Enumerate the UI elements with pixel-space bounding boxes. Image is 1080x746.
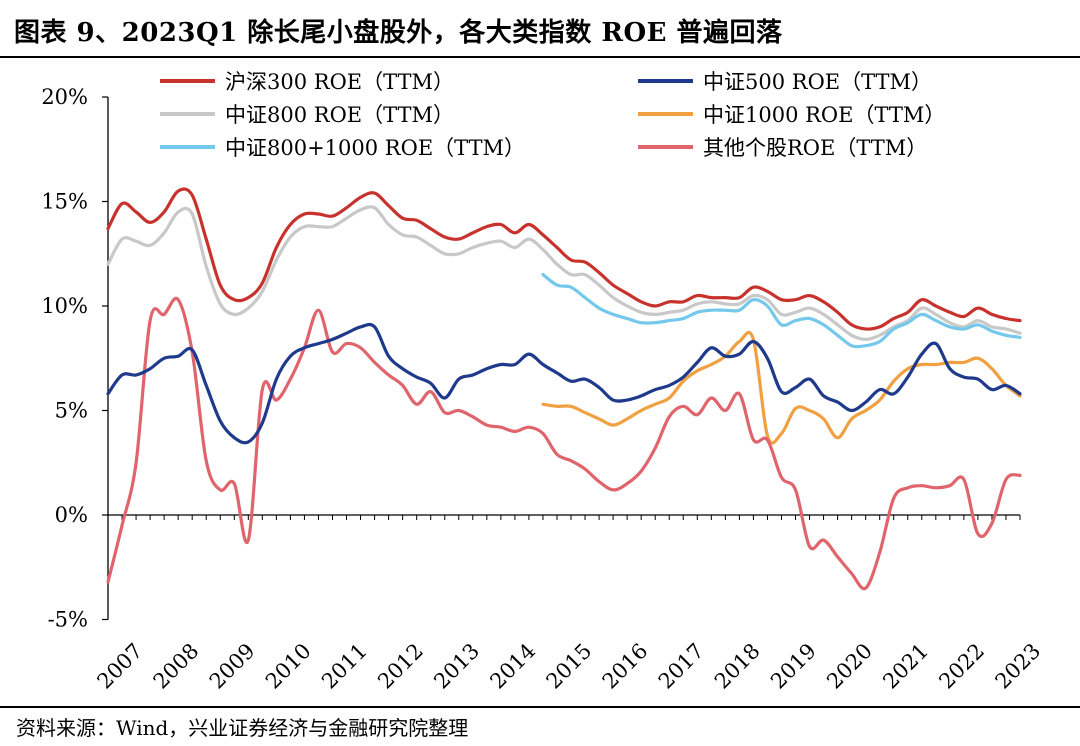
series-line-800-1000-roe-ttm [541, 273, 1022, 349]
source-divider [0, 706, 1080, 708]
y-tick-label: 0% [55, 503, 88, 527]
x-tick-label: 2020 [822, 639, 877, 694]
x-tick-label: 2016 [598, 639, 653, 694]
x-tick-label: 2008 [149, 639, 204, 694]
x-tick-label: 2015 [542, 639, 597, 694]
x-tick-label: 2018 [710, 639, 765, 694]
x-tick-label: 2012 [373, 639, 428, 694]
x-tick-label: 2014 [485, 639, 540, 694]
series-line-roe-ttm [106, 296, 1022, 591]
series-line-300-roe-ttm [106, 187, 1022, 331]
legend-label: 中证500 ROE（TTM） [703, 70, 932, 94]
series-line-1000-roe-ttm [541, 330, 1022, 445]
y-tick-label: 5% [55, 399, 88, 423]
x-tick-label: 2023 [991, 639, 1046, 694]
x-tick-label: 2019 [766, 639, 821, 694]
x-tick-label: 2009 [205, 639, 260, 694]
x-tick-label: 2010 [261, 639, 316, 694]
x-axis: 2007 2008 2009 2010 2011 2012 2013 2014 2015 2016… [93, 514, 1046, 694]
y-tick-label: 20% [41, 85, 88, 109]
y-tick-label: 15% [41, 190, 88, 214]
x-tick-label: 2013 [429, 639, 484, 694]
chart-title: 图表 9、2023Q1 除长尾小盘股外，各大类指数 ROE 普遍回落 [14, 18, 783, 48]
y-tick-label: -5% [48, 608, 88, 632]
legend-label: 中证1000 ROE（TTM） [703, 103, 945, 127]
x-tick-label: 2007 [93, 639, 148, 694]
legend-label: 中证800 ROE（TTM） [225, 103, 454, 127]
x-tick-label: 2022 [934, 639, 989, 694]
legend-label: 其他个股ROE（TTM） [703, 136, 927, 160]
series-layer [106, 187, 1022, 591]
y-tick-label: 10% [41, 294, 88, 318]
legend: 沪深300 ROE（TTM） 中证500 ROE（TTM） 中证800 ROE（TT… [160, 70, 945, 160]
x-tick-label: 2021 [878, 639, 933, 694]
x-tick-label: 2017 [654, 639, 709, 694]
series-line-500-roe-ttm [106, 322, 1022, 445]
line-chart: 沪深300 ROE（TTM） 中证500 ROE（TTM） 中证800 ROE（TT… [41, 70, 1046, 694]
y-axis: -5% 0% 5% 10% 15% 20% [41, 85, 109, 632]
legend-label: 沪深300 ROE（TTM） [225, 70, 454, 94]
series-line-800-roe-ttm [106, 205, 1022, 341]
x-tick-label: 2011 [317, 639, 372, 694]
source-note: 资料来源：Wind，兴业证券经济与金融研究院整理 [16, 716, 469, 740]
legend-label: 中证800+1000 ROE（TTM） [225, 136, 525, 160]
title-divider [0, 56, 1080, 58]
